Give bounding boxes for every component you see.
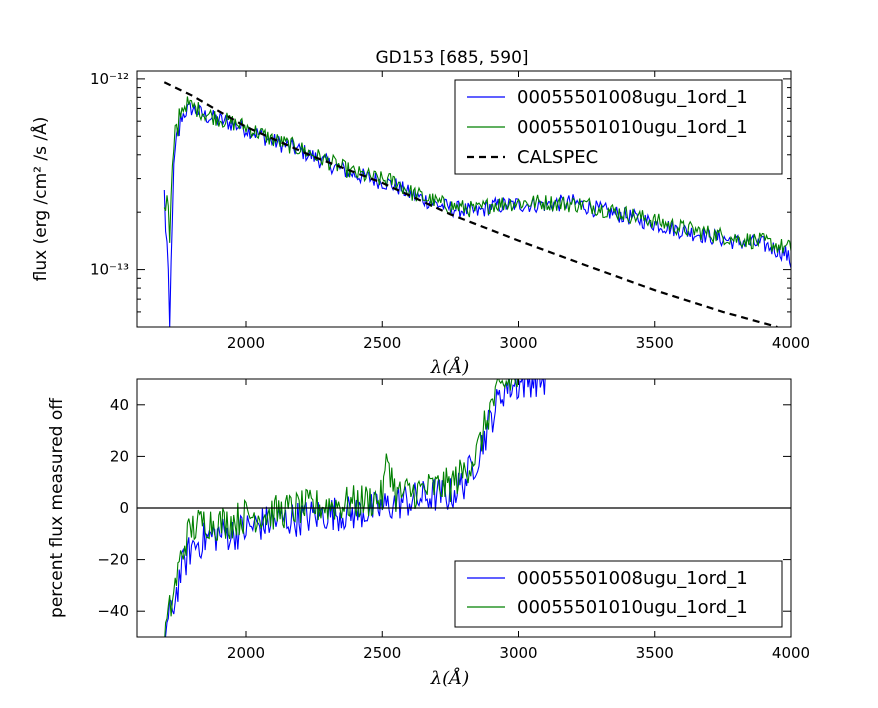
top-x-tick-label-3: 3500 [636,334,674,352]
bottom-y-tick-label-2: 0 [119,499,129,517]
bottom-x-ticks: 2000 2500 3000 3500 4000 [227,379,810,662]
bottom-series-1-line [164,379,519,637]
bottom-x-tick-label-2: 3000 [499,644,537,662]
bottom-x-axis-label: λ(Å) [430,667,469,689]
bottom-legend-label-1: 00055501010ugu_1ord_1 [517,597,748,618]
bottom-legend-box [454,560,783,628]
bottom-legend-label-0: 00055501008ugu_1ord_1 [517,568,748,589]
top-series-group [163,81,791,327]
top-x-tick-label-2: 3000 [499,334,537,352]
top-x-tick-label-1: 2500 [363,334,401,352]
top-chart-title: GD153 [685, 590] [375,48,528,68]
bottom-y-tick-label-1: −20 [97,551,129,569]
top-legend-label-0: 00055501008ugu_1ord_1 [517,87,748,108]
bottom-y-ticks: −40 −20 0 20 40 [97,396,791,620]
top-x-tick-label-0: 2000 [227,334,265,352]
top-y-tick-label-1: 10⁻¹² [90,70,129,88]
top-plot-border [136,70,792,328]
top-y-axis-label: flux (erg /cm² /s /Å) [29,117,51,282]
top-legend: 00055501008ugu_1ord_1 00055501010ugu_1or… [454,79,783,175]
top-x-ticks: 2000 2500 3000 3500 4000 [227,71,810,352]
bottom-x-tick-label-1: 2500 [363,644,401,662]
top-x-tick-label-4: 4000 [772,334,810,352]
top-legend-label-2: CALSPEC [517,147,598,168]
top-series-1-line [163,96,791,254]
top-y-tick-label-0: 10⁻¹³ [90,261,129,279]
top-legend-box [454,79,783,175]
bottom-y-tick-label-3: 20 [110,447,129,465]
bottom-y-tick-label-4: 40 [110,396,129,414]
top-legend-label-1: 00055501010ugu_1ord_1 [517,117,748,138]
bottom-x-tick-label-3: 3500 [636,644,674,662]
top-y-ticks: 10⁻¹³ 10⁻¹² [90,70,791,328]
bottom-x-tick-label-4: 4000 [772,644,810,662]
bottom-legend: 00055501008ugu_1ord_1 00055501010ugu_1or… [454,560,783,628]
bottom-panel: 2000 2500 3000 3500 4000 −40 −20 0 20 40 λ(Å) pe… [47,378,810,689]
top-x-axis-label: λ(Å) [430,356,469,378]
top-series-2-line [163,81,778,327]
bottom-series-group [164,379,546,637]
bottom-x-tick-label-0: 2000 [227,644,265,662]
bottom-y-tick-label-0: −40 [97,602,129,620]
bottom-y-axis-label: percent flux measured off [47,397,67,618]
top-panel: GD153 [685, 590] 2000 2500 3000 3500 4000 10… [29,48,810,378]
